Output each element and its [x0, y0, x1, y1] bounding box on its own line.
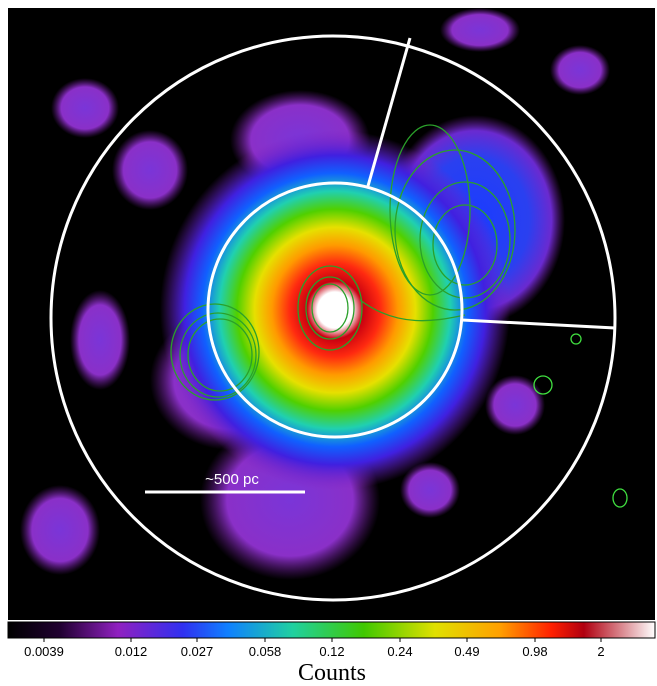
colorbar [7, 621, 656, 639]
scale-bar-label: ~500 pc [205, 471, 259, 488]
colorbar-tick-label: 0.49 [454, 644, 479, 659]
colorbar-label: Counts [298, 660, 366, 686]
colorbar-tick-label: 0.012 [115, 644, 148, 659]
regions [49, 34, 617, 602]
colorbar-tick-label: 0.058 [249, 644, 282, 659]
colorbar-tick-label: 2 [597, 644, 604, 659]
colorbar-tick-label: 0.027 [181, 644, 214, 659]
contours [170, 124, 628, 508]
colorbar-tick-label: 0.98 [522, 644, 547, 659]
colorbar-tick-label: 0.0039 [24, 644, 64, 659]
xray-image: ~500 pc [20, 8, 628, 602]
colorbar-tick-label: 0.12 [319, 644, 344, 659]
colorbar-tick-label: 0.24 [387, 644, 412, 659]
